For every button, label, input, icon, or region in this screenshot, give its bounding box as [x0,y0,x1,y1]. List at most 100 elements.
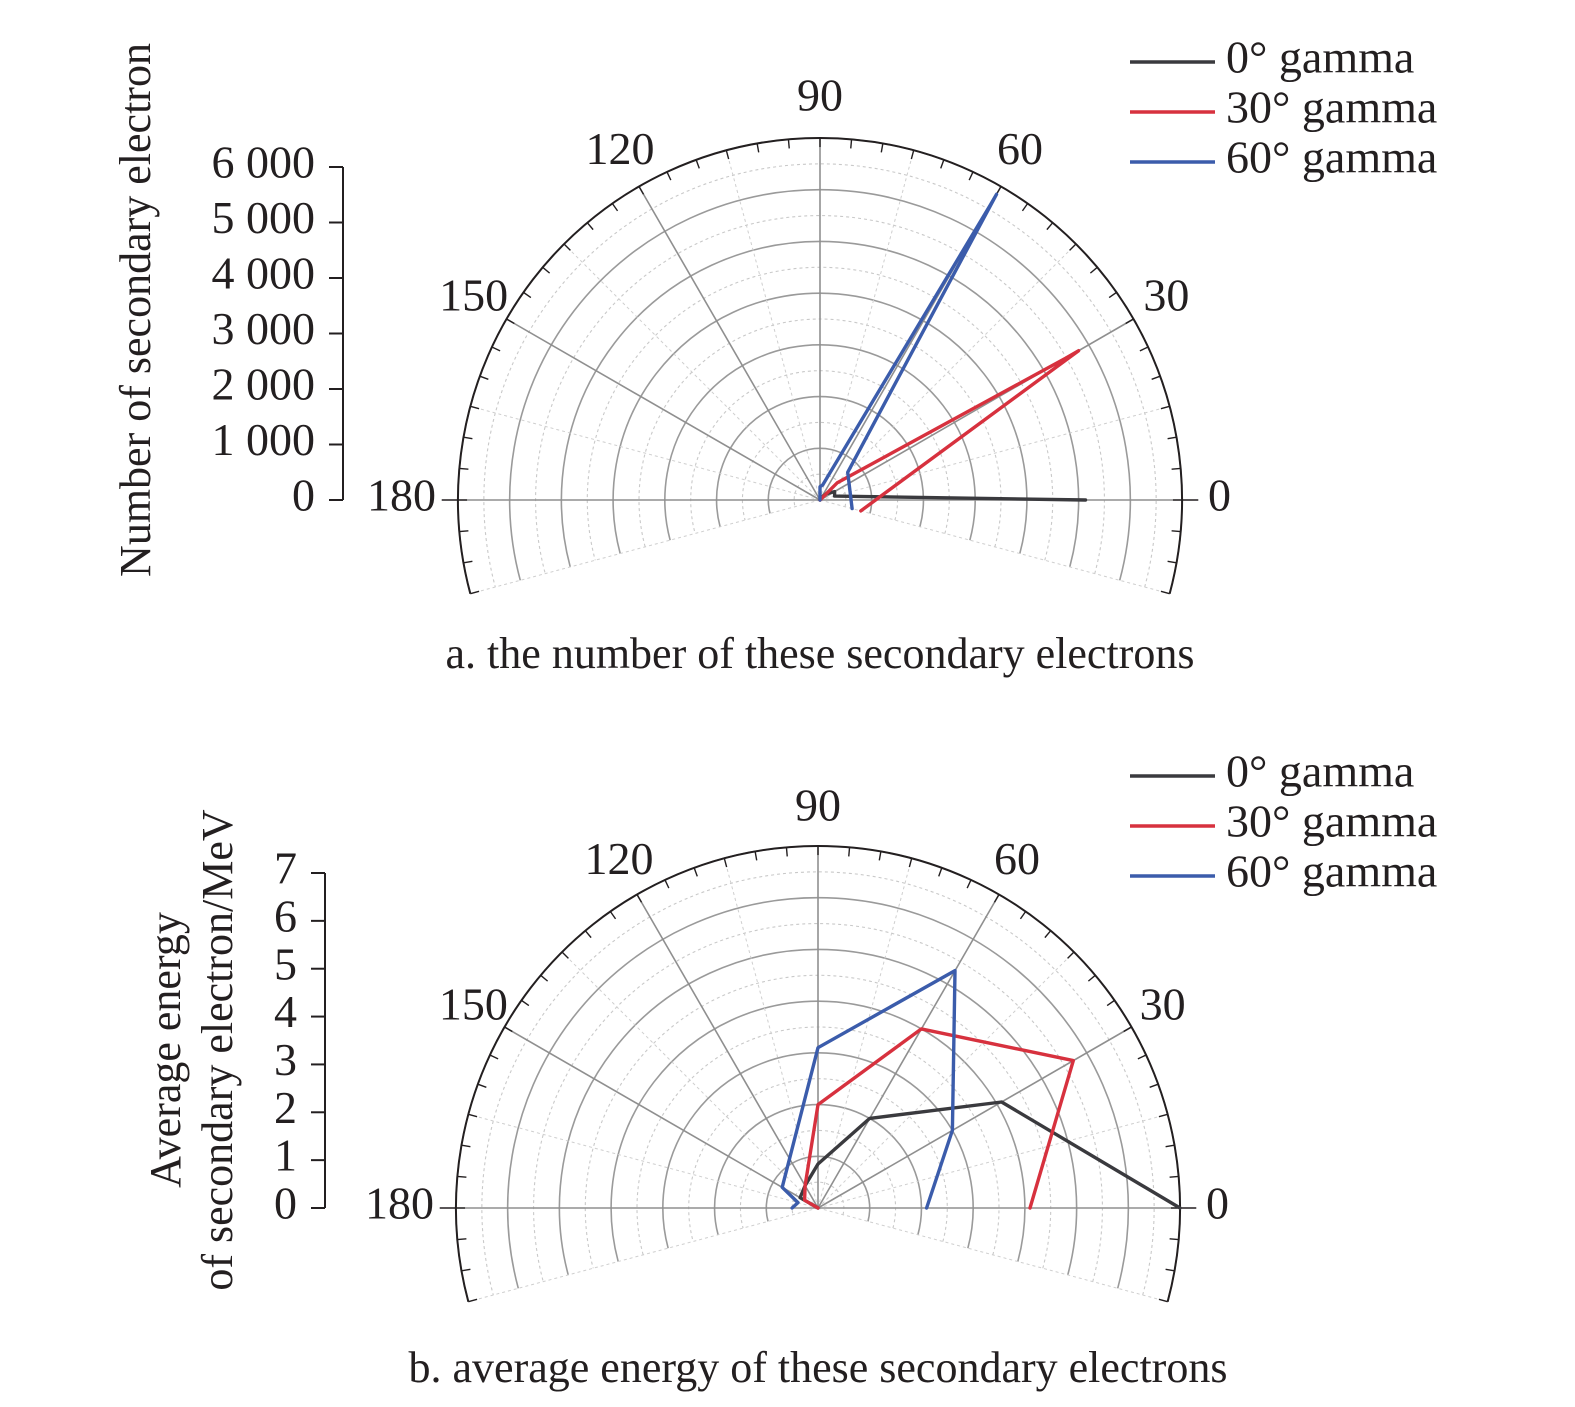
polar-outer-tick [1106,999,1115,1007]
polar-outer-tick [785,847,788,857]
polar-outer-tick [461,1268,471,1272]
theta-tick-label: 90 [795,780,841,831]
radial-tick-label: 1 000 [212,414,316,465]
polar-outer-tick [1149,1083,1159,1088]
series-line-60-gamma [780,968,957,1210]
polar-outer-tick [470,405,480,410]
polar-outer-tick [457,1238,467,1241]
polar-outer-tick [1021,203,1029,212]
polar-spoke [506,318,821,501]
theta-tick-label: 0 [1208,470,1231,521]
polar-outer-tick [1046,222,1054,231]
theta-tick-label: 120 [586,123,655,174]
theta-tick-label: 90 [797,70,843,121]
radial-tick-label: 4 000 [212,248,316,299]
polar-minor-ring [535,215,1105,574]
polar-outer-tick [756,143,760,153]
polar-minor-spoke [470,405,821,501]
series-line-30-gamma [802,1027,1075,1210]
polar-outer-tick [540,974,549,982]
polar-outer-tick [1137,1054,1147,1060]
polar-outer-tick [504,1026,513,1033]
polar-outer-tick [506,318,515,325]
polar-outer-tick [1169,1238,1179,1241]
polar-outer-tick [463,436,473,440]
polar-outer-tick [754,851,758,861]
polar-outer-tick [561,951,569,959]
polar-outer-tick [611,203,619,212]
theta-tick-label: 30 [1140,979,1186,1030]
polar-spoke [819,318,1134,501]
polar-outer-tick [1019,911,1027,920]
polar-outer-tick [664,879,670,889]
radial-tick-label: 6 000 [212,137,316,188]
radial-tick-label: 3 [274,1034,297,1085]
legend-label: 30° gamma [1226,82,1437,133]
polar-outer-tick [1108,291,1117,299]
radial-tick-label: 5 000 [212,192,316,243]
polar-outer-tick [491,346,501,352]
radial-tick-label: 3 000 [212,303,316,354]
legend-label: 60° gamma [1226,132,1437,183]
polar-minor-ring [533,923,1103,1282]
series-line-0-gamma [818,489,1088,502]
polar-minor-spoke [819,405,1170,501]
y-axis-label: of secondary electron/MeV [193,809,242,1291]
polar-minor-spoke [817,1207,1168,1303]
polar-spoke [817,1026,1132,1209]
polar-outer-tick [966,879,972,889]
polar-outer-tick [463,560,473,564]
polar-outer-tick [479,375,489,380]
polar-outer-tick [940,159,945,169]
polar-outer-tick [1089,266,1098,274]
polar-outer-tick [1171,530,1181,533]
polar-spoke [504,1026,819,1209]
polar-minor-spoke [817,1113,1168,1209]
theta-tick-label: 120 [585,833,654,884]
polar-minor-spoke [725,150,821,501]
polar-outer-tick [1160,590,1170,595]
polar-outer-tick [468,1113,478,1118]
polar-outer-tick [850,139,853,149]
polar-minor-spoke [817,951,1075,1209]
polar-outer-tick [457,1175,467,1178]
polar-outer-tick [908,858,913,868]
polar-outer-tick [609,911,617,920]
polar-outer-tick [563,243,571,251]
polar-outer-tick [489,1054,499,1060]
y-axis-label: Average energy [141,912,190,1188]
polar-minor-spoke [817,858,913,1209]
polar-spoke [817,894,1000,1209]
polar-minor-spoke [723,858,819,1209]
polar-outer-tick [725,150,730,160]
polar-spoke [636,894,819,1209]
theta-tick-label: 30 [1143,270,1189,321]
theta-tick-label: 0 [1206,1178,1229,1229]
series-line-60-gamma [818,192,999,511]
polar-minor-spoke [561,951,819,1209]
polar-minor-ring [739,1129,897,1229]
series-line-0-gamma [798,1100,1182,1210]
polar-minor-spoke [819,150,915,501]
polar-outer-tick [1167,436,1177,440]
polar-outer-tick [477,1083,487,1088]
polar-outer-tick [1044,930,1052,939]
polar-outer-tick [586,222,594,231]
series-line-30-gamma [818,349,1081,513]
polar-outer-tick [523,291,532,299]
radial-tick-label: 6 [274,890,297,941]
polar-outer-tick [584,930,592,939]
radial-tick-label: 5 [274,938,297,989]
radial-tick-label: 0 [274,1178,297,1229]
polar-outer-tick [938,867,943,877]
polar-outer-tick [542,266,551,274]
legend-label: 0° gamma [1226,746,1414,797]
figure-caption: a. the number of these secondary electro… [446,629,1195,678]
polar-outer-tick [1158,1298,1168,1303]
radial-tick-label: 1 [274,1130,297,1181]
theta-tick-label: 60 [997,123,1043,174]
polar-minor-spoke [819,499,1170,595]
